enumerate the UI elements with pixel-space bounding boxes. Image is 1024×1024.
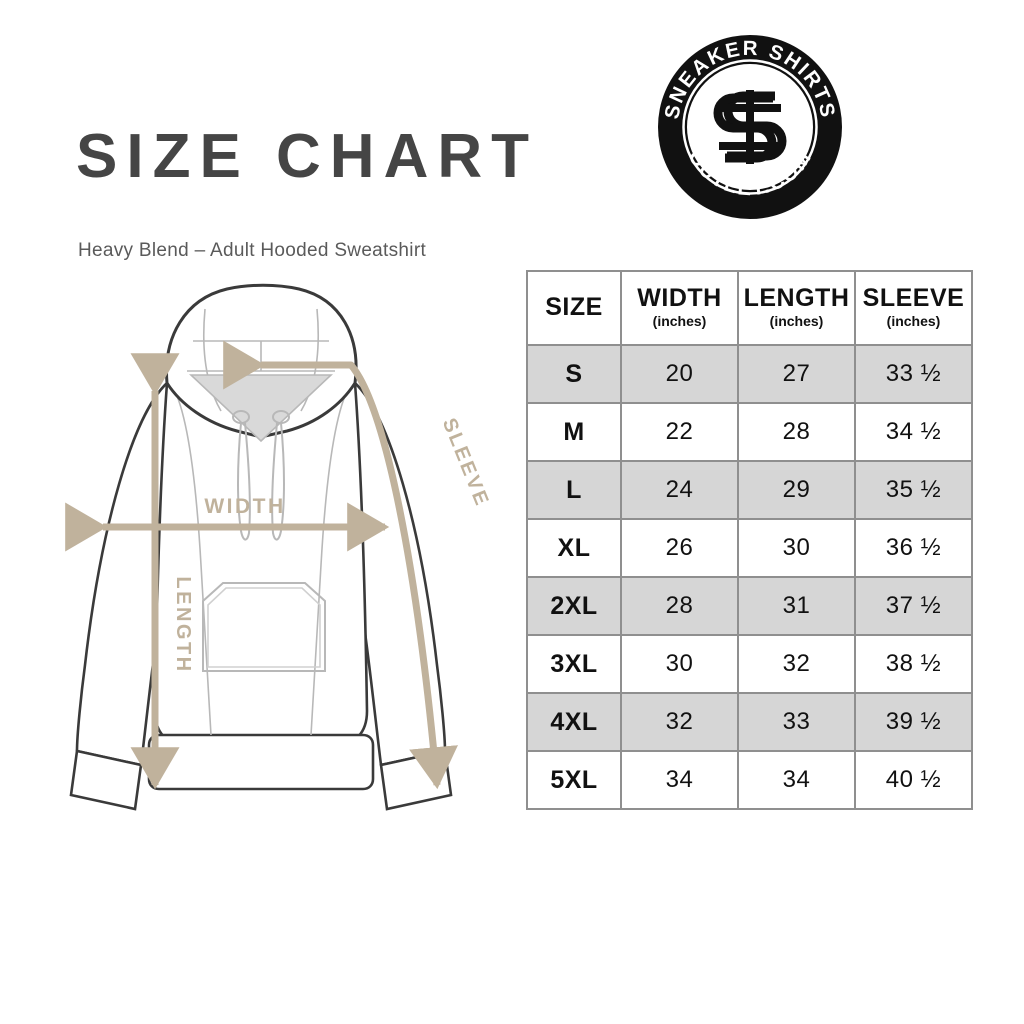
cell-length: 32 (737, 634, 856, 694)
logo-ring-line (682, 59, 818, 195)
brand-logo: SNEAKER SHIRTS OUTLET.COM (655, 32, 845, 222)
hoodie-illustration: WIDTH LENGTH SLEEVE (55, 265, 525, 825)
cell-size: 5XL (526, 750, 622, 810)
table-row: M 22 28 34 ½ (526, 402, 973, 462)
size-table: SIZE WIDTH (inches) LENGTH (inches) SLEE… (526, 270, 973, 810)
cell-size: 4XL (526, 692, 622, 752)
cell-length: 27 (737, 344, 856, 404)
table-row: 3XL 30 32 38 ½ (526, 634, 973, 694)
size-table-body: S 20 27 33 ½ M 22 28 34 ½ L 24 29 35 ½ XL 26 30 36 ½ 2XL… (526, 344, 973, 810)
cell-sleeve: 36 ½ (854, 518, 973, 578)
left-cuff (69, 749, 143, 811)
col-header-size: SIZE (526, 270, 622, 346)
table-row: S 20 27 33 ½ (526, 344, 973, 404)
table-row: XL 26 30 36 ½ (526, 518, 973, 578)
hood-line-left (202, 308, 222, 412)
cell-size: XL (526, 518, 622, 578)
cell-sleeve: 37 ½ (854, 576, 973, 636)
cell-sleeve: 38 ½ (854, 634, 973, 694)
cell-length: 31 (737, 576, 856, 636)
cell-width: 32 (620, 692, 739, 752)
cell-sleeve: 34 ½ (854, 402, 973, 462)
col-header-length-main: LENGTH (743, 284, 850, 312)
col-header-size-main: SIZE (545, 293, 603, 322)
table-row: L 24 29 35 ½ (526, 460, 973, 520)
cell-length: 30 (737, 518, 856, 578)
cell-sleeve: 35 ½ (854, 460, 973, 520)
cell-length: 33 (737, 692, 856, 752)
col-header-width-sub: (inches) (652, 312, 707, 329)
col-header-length-sub: (inches) (769, 312, 824, 329)
cell-size: L (526, 460, 622, 520)
left-seam (172, 386, 212, 736)
cell-size: S (526, 344, 622, 404)
page-title: SIZE CHART (76, 122, 538, 191)
cell-size: M (526, 402, 622, 462)
logo-monogram (713, 90, 787, 164)
col-header-sleeve-sub: (inches) (886, 312, 941, 329)
cell-size: 3XL (526, 634, 622, 694)
cell-width: 28 (620, 576, 739, 636)
cell-sleeve: 40 ½ (854, 750, 973, 810)
col-header-sleeve-main: SLEEVE (862, 284, 965, 312)
table-row: 2XL 28 31 37 ½ (526, 576, 973, 636)
col-header-width: WIDTH (inches) (620, 270, 739, 346)
cell-width: 24 (620, 460, 739, 520)
cell-length: 34 (737, 750, 856, 810)
col-header-sleeve: SLEEVE (inches) (854, 270, 973, 346)
length-label: LENGTH (172, 576, 194, 673)
cell-sleeve: 39 ½ (854, 692, 973, 752)
cell-size: 2XL (526, 576, 622, 636)
page-subtitle: Heavy Blend – Adult Hooded Sweatshirt (78, 240, 427, 261)
sleeve-arrow (223, 340, 458, 790)
cell-width: 22 (620, 402, 739, 462)
cell-sleeve: 33 ½ (854, 344, 973, 404)
col-header-width-main: WIDTH (637, 284, 722, 312)
cell-width: 30 (620, 634, 739, 694)
size-table-head: SIZE WIDTH (inches) LENGTH (inches) SLEE… (526, 270, 973, 346)
hem-waistband (147, 733, 375, 791)
cell-width: 20 (620, 344, 739, 404)
cell-width: 34 (620, 750, 739, 810)
table-header-row: SIZE WIDTH (inches) LENGTH (inches) SLEE… (526, 270, 973, 346)
col-header-length: LENGTH (inches) (737, 270, 856, 346)
width-label: WIDTH (204, 495, 285, 518)
cell-length: 29 (737, 460, 856, 520)
cell-length: 28 (737, 402, 856, 462)
table-row: 5XL 34 34 40 ½ (526, 750, 973, 810)
table-row: 4XL 32 33 39 ½ (526, 692, 973, 752)
cell-width: 26 (620, 518, 739, 578)
size-table-container: SIZE WIDTH (inches) LENGTH (inches) SLEE… (526, 270, 973, 810)
sleeve-label: SLEEVE (438, 415, 494, 510)
